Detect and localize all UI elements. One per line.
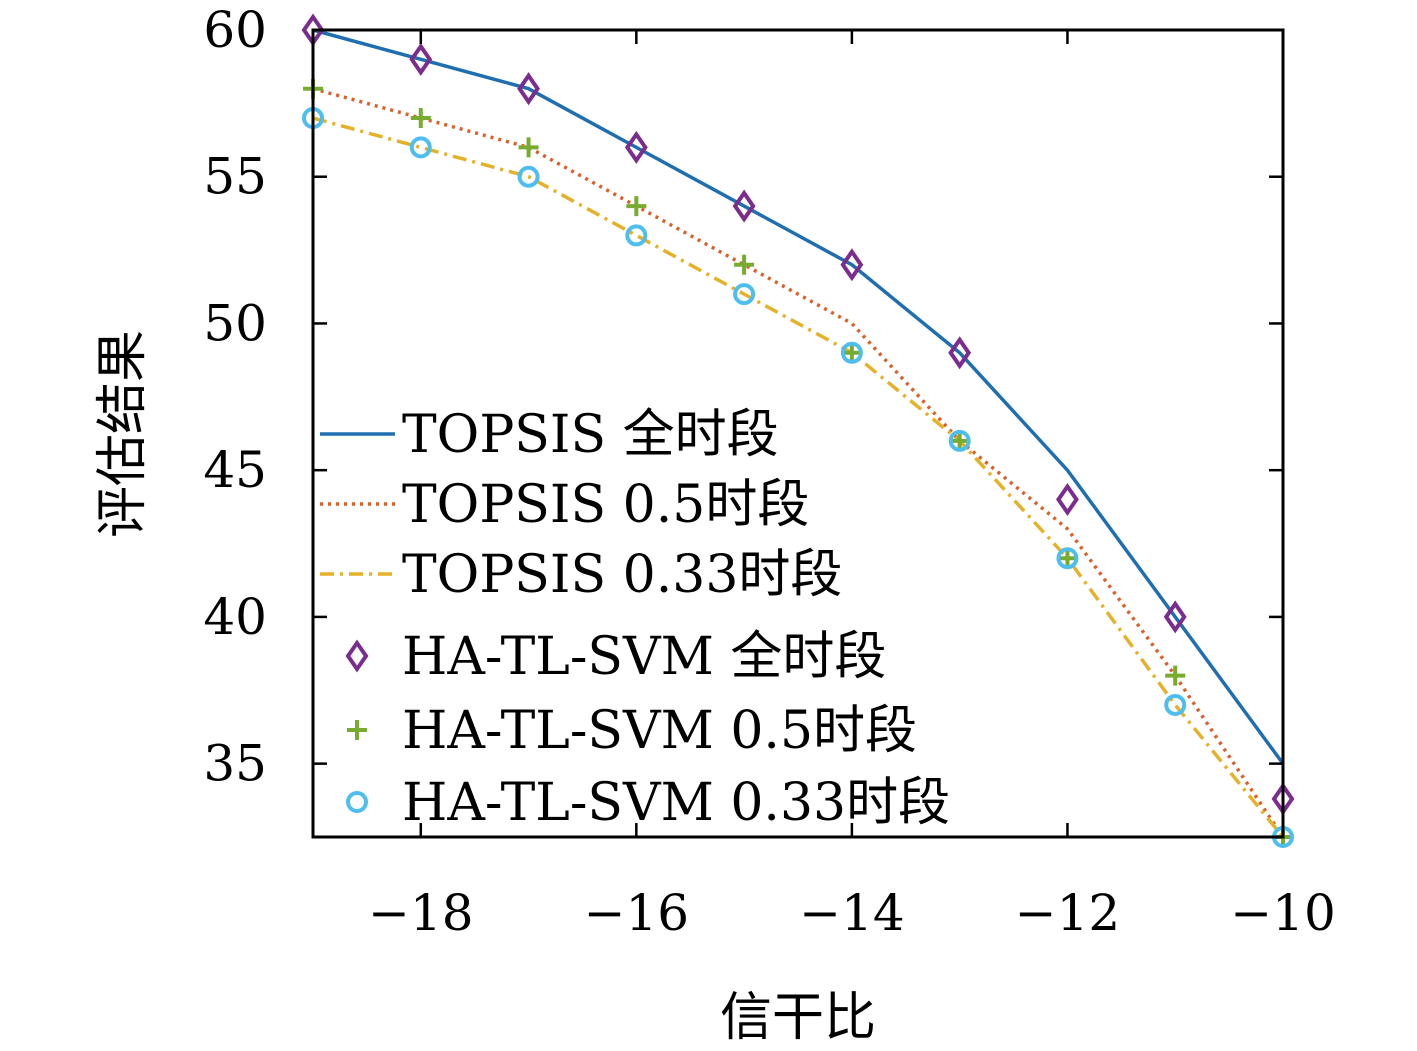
series-5-point-3 [625,224,648,247]
series-3-point-1 [409,42,433,76]
series-5-point-8 [1164,693,1187,716]
y-tick-label: 40 [203,588,267,646]
tick-layer: −18 −16 −14 −12 −10 35 40 45 50 55 60 [203,1,1335,942]
x-axis-label: 信干比 [720,988,876,1048]
legend-swatch-4 [347,720,367,740]
series-4-point-7 [1057,548,1078,569]
series-layer [312,28,1285,839]
x-tick-label: −18 [368,884,474,942]
series-5-point-4 [733,283,756,306]
legend-swatch-5 [346,791,368,813]
series-4-point-5 [841,342,862,363]
legend: TOPSIS 全时段 TOPSIS 0.5时段 TOPSIS 0.33时段 HA-TL… [320,405,950,833]
x-tick-label: −10 [1230,884,1336,942]
series-3-point-6 [948,336,972,370]
series-line-1 [312,87,1285,838]
series-4-point-4 [734,254,755,275]
legend-label-1: TOPSIS 0.5时段 [402,475,809,535]
x-tick-label: −16 [584,884,690,942]
x-tick-label: −12 [1015,884,1121,942]
series-4-point-6 [949,430,970,451]
series-3-point-7 [1056,483,1079,517]
series-line-0 [312,28,1285,765]
y-tick-label: 55 [203,148,267,206]
legend-label-5: HA-TL-SVM 0.33时段 [402,773,950,833]
legend-label-4: HA-TL-SVM 0.5时段 [402,701,917,761]
series-3-point-4 [732,189,756,223]
series-4-point-3 [626,196,647,217]
series-3-point-3 [624,130,648,164]
series-4-point-1 [410,108,431,129]
y-tick-label: 60 [203,1,267,59]
series-3-point-5 [840,248,864,282]
series-line-2 [312,116,1285,839]
series-4-point-8 [1165,665,1186,686]
series-3-point-8 [1163,600,1187,634]
y-axis-label: 评估结果 [93,330,153,538]
series-5-point-2 [517,165,540,188]
legend-label-2: TOPSIS 0.33时段 [402,545,842,605]
series-3-point-2 [517,72,540,106]
series-5-point-6 [948,429,971,452]
x-tick-label: −14 [799,884,905,942]
series-5-point-7 [1056,547,1079,570]
plot-frame [311,28,1285,839]
y-tick-label: 45 [203,441,267,499]
legend-label-3: HA-TL-SVM 全时段 [402,627,886,687]
series-5-point-5 [840,341,863,364]
legend-swatch-3 [345,639,369,673]
series-4-point-2 [518,137,539,158]
y-tick-label: 35 [203,735,267,793]
series-5-point-1 [409,136,432,159]
legend-label-0: TOPSIS 全时段 [402,405,779,465]
y-tick-label: 50 [203,294,267,352]
